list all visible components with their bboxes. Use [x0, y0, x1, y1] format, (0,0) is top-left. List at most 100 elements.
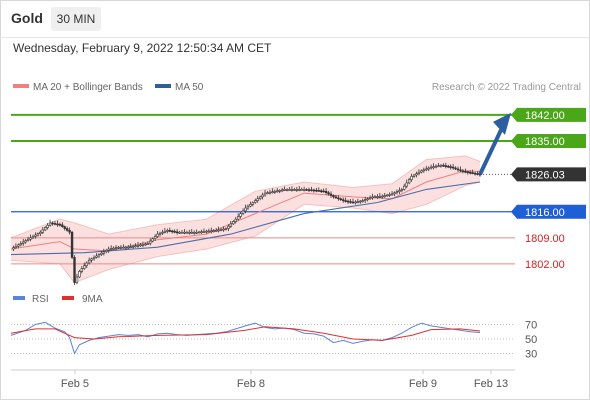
- candle-body: [339, 198, 342, 201]
- candle-body: [361, 200, 364, 202]
- bollinger-upper-line: [10, 155, 481, 239]
- candle-body: [75, 276, 79, 283]
- candle-body: [288, 189, 291, 191]
- candle-body: [24, 240, 27, 243]
- candle-body: [65, 228, 69, 231]
- resistance-level-tag: [511, 133, 586, 148]
- resistance-level-label: 1835.00: [525, 136, 565, 148]
- candle-body: [127, 246, 130, 249]
- candlesticks: [12, 162, 482, 286]
- candle-body: [73, 257, 76, 283]
- candle-body: [429, 166, 433, 169]
- candle-body: [83, 265, 86, 269]
- candle-body: [207, 230, 211, 233]
- candle-body: [346, 200, 350, 203]
- candle-body: [312, 189, 316, 192]
- rsi-level-label: 70: [525, 320, 537, 332]
- symbol-title: Gold: [11, 10, 43, 26]
- x-tick-label: Feb 13: [474, 378, 508, 390]
- moving-averages: [10, 170, 481, 256]
- candle-body: [359, 200, 362, 203]
- candle-body: [266, 192, 269, 194]
- candle-body: [222, 228, 225, 231]
- candle-body: [129, 246, 132, 248]
- candle-body: [327, 192, 330, 195]
- candle-body: [451, 166, 455, 169]
- candle-body: [305, 189, 308, 191]
- candle-body: [337, 197, 340, 200]
- candle-body: [136, 244, 140, 247]
- candle-body: [39, 231, 42, 234]
- candle-body: [146, 243, 149, 245]
- candle-body: [61, 224, 64, 227]
- candle-body: [175, 231, 179, 234]
- candle-body: [371, 196, 374, 199]
- rsi-legend-label: RSI: [32, 294, 49, 305]
- candle-body: [178, 231, 181, 234]
- candle-body: [383, 195, 386, 197]
- candle-body: [56, 223, 59, 226]
- candle-body: [356, 201, 360, 203]
- candle-body: [95, 255, 98, 258]
- candle-body: [442, 164, 445, 167]
- candle-body: [471, 172, 474, 174]
- candle-body: [388, 194, 391, 196]
- candle-body: [437, 165, 440, 167]
- candle-body: [163, 231, 167, 233]
- candle-body: [239, 213, 242, 217]
- level-lines: [11, 113, 515, 265]
- candle-body: [151, 238, 154, 242]
- candle-body: [153, 236, 157, 240]
- x-tick-label: Feb 8: [237, 378, 265, 390]
- rsi-ma-legend-label: 9MA: [82, 294, 103, 305]
- candle-body: [427, 167, 430, 170]
- candle-body: [185, 231, 189, 234]
- candle-body: [251, 202, 255, 205]
- widget-header: Gold 30 MIN: [0, 0, 590, 38]
- ma50-legend-label: MA 50: [175, 82, 204, 93]
- candle-body: [236, 216, 240, 220]
- candle-body: [302, 189, 306, 191]
- candle-body: [307, 189, 311, 191]
- candle-body: [349, 201, 352, 203]
- candle-body: [144, 243, 147, 246]
- candle-body: [107, 248, 110, 251]
- candle-body: [373, 196, 377, 198]
- candle-body: [395, 191, 399, 194]
- candle-body: [298, 189, 301, 191]
- resistance-level-label: 1842.00: [525, 110, 565, 122]
- candle-body: [219, 229, 223, 231]
- candle-body: [53, 223, 57, 225]
- candle-body: [14, 245, 18, 248]
- candle-body: [43, 227, 47, 231]
- candle-body: [100, 252, 103, 255]
- candle-body: [34, 234, 37, 237]
- candle-body: [122, 246, 125, 249]
- candle-body: [261, 194, 264, 198]
- candle-body: [249, 204, 252, 207]
- ma20-line: [10, 170, 481, 252]
- candle-body: [283, 189, 286, 191]
- candle-body: [161, 231, 164, 234]
- candle-body: [158, 232, 162, 235]
- candle-body: [254, 200, 257, 203]
- candle-body: [210, 230, 213, 233]
- candle-body: [68, 230, 71, 233]
- candle-body: [378, 196, 382, 198]
- timeframe-button[interactable]: 30 MIN: [51, 7, 101, 31]
- candle-body: [407, 179, 411, 184]
- bollinger-band-area: [11, 155, 480, 283]
- rsi-ma-legend-swatch: [62, 296, 74, 300]
- candle-body: [244, 207, 247, 212]
- candle-body: [332, 195, 335, 198]
- candle-body: [400, 189, 404, 191]
- target-arrow: [478, 112, 511, 176]
- candle-body: [263, 192, 267, 196]
- candle-body: [85, 262, 88, 267]
- candle-body: [232, 221, 235, 225]
- candle-body: [102, 251, 106, 254]
- candle-body: [278, 190, 281, 192]
- candle-body: [285, 189, 289, 191]
- candle-body: [31, 236, 35, 239]
